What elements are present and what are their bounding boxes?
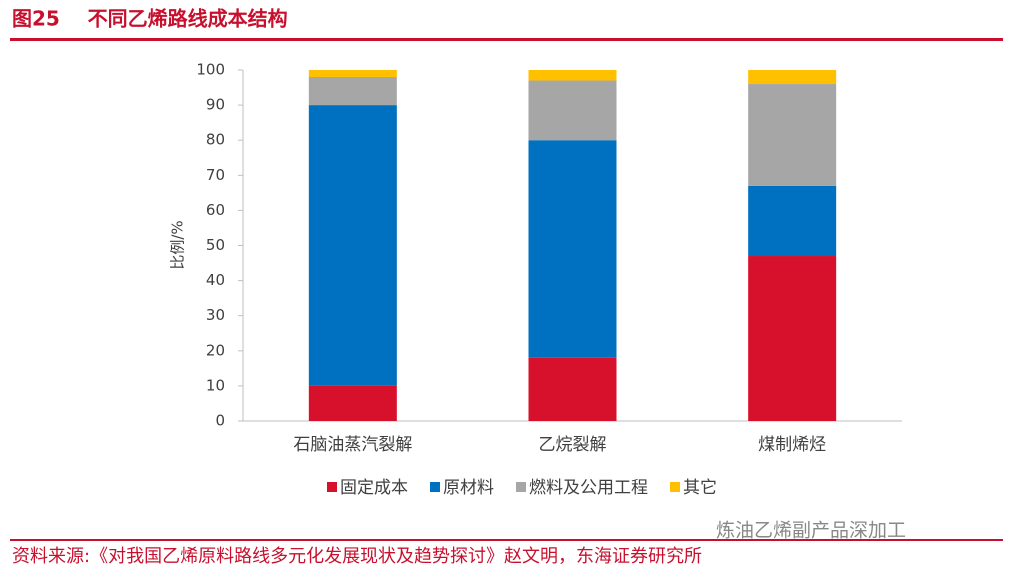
bar-segment — [748, 70, 837, 85]
bar-segment — [308, 70, 397, 78]
bar-segment — [748, 256, 837, 421]
source-rule — [10, 539, 1003, 541]
y-axis-label: 比例/% — [169, 220, 187, 269]
legend-swatch — [516, 482, 526, 492]
title-rule — [10, 38, 1003, 41]
bar-segment — [748, 84, 837, 186]
x-tick-label: 煤制烯烃 — [758, 435, 826, 455]
y-tick-label: 0 — [215, 412, 225, 430]
legend-label: 其它 — [683, 478, 717, 498]
y-tick-label: 20 — [206, 341, 225, 359]
bar-segment — [528, 140, 617, 358]
legend-swatch — [327, 482, 337, 492]
x-tick-label: 石脑油蒸汽裂解 — [293, 435, 412, 455]
y-tick-label: 30 — [206, 306, 225, 324]
bar-segment — [528, 70, 617, 81]
bar-segment — [308, 105, 397, 386]
x-tick-label: 乙烷裂解 — [539, 435, 607, 455]
y-tick-label: 90 — [206, 96, 225, 114]
bar-segment — [748, 185, 837, 257]
bar-segment — [528, 357, 617, 421]
y-tick-label: 10 — [206, 376, 225, 394]
legend-swatch — [430, 482, 440, 492]
y-tick-label: 70 — [206, 166, 225, 184]
y-tick-label: 50 — [206, 236, 225, 254]
legend-swatch — [670, 482, 680, 492]
y-tick-label: 80 — [206, 131, 225, 149]
legend-label: 燃料及公用工程 — [529, 478, 648, 498]
watermark: 炼油乙烯副产品深加工 — [716, 520, 906, 542]
bar-segment — [308, 77, 397, 106]
legend-label: 原材料 — [443, 478, 494, 498]
y-tick-label: 100 — [196, 61, 225, 79]
bar-segment — [308, 385, 397, 421]
legend-label: 固定成本 — [340, 478, 408, 498]
bar-segment — [528, 80, 617, 141]
y-tick-label: 60 — [206, 201, 225, 219]
chart-title: 图25 不同乙烯路线成本结构 — [12, 7, 288, 31]
y-tick-label: 40 — [206, 271, 225, 289]
source: 资料来源:《对我国乙烯原料路线多元化发展现状及趋势探讨》赵文明，东海证券研究所 — [12, 546, 702, 567]
